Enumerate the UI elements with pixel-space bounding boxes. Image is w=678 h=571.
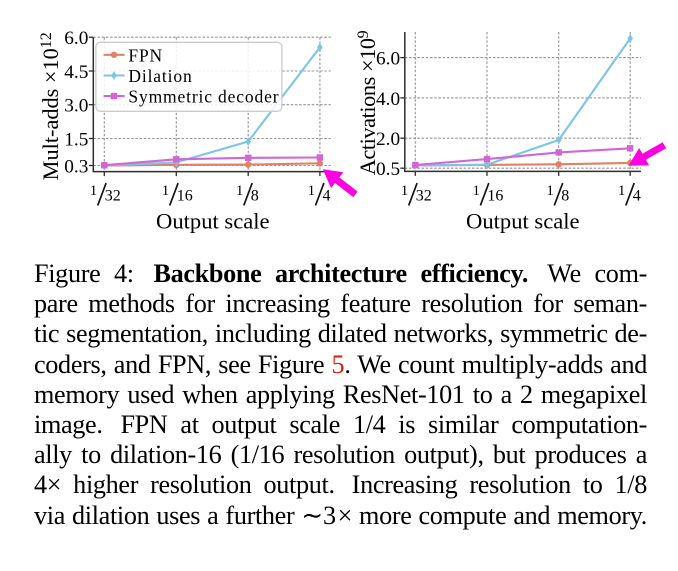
svg-text:1: 1 [90, 183, 98, 199]
svg-text:FPN: FPN [128, 45, 163, 65]
svg-text:1: 1 [308, 183, 316, 199]
svg-text:16: 16 [487, 187, 503, 204]
svg-text:Symmetric decoder: Symmetric decoder [128, 87, 279, 107]
svg-text:0.5: 0.5 [376, 159, 400, 180]
svg-text:Activations ×109: Activations ×109 [355, 30, 380, 175]
svg-text:1: 1 [401, 183, 409, 199]
svg-text:4: 4 [633, 187, 641, 204]
svg-text:1: 1 [546, 183, 554, 199]
svg-text:1: 1 [618, 183, 626, 199]
svg-text:4.5: 4.5 [64, 62, 88, 83]
svg-text:1.5: 1.5 [64, 130, 88, 151]
svg-text:6.0: 6.0 [376, 49, 400, 70]
svg-text:1: 1 [162, 183, 170, 199]
svg-text:32: 32 [105, 187, 121, 204]
svg-text:0.3: 0.3 [64, 157, 88, 178]
svg-text:4: 4 [323, 187, 331, 204]
svg-text:Output scale: Output scale [156, 209, 270, 234]
svg-text:1: 1 [236, 183, 244, 199]
svg-text:8: 8 [251, 187, 259, 204]
svg-text:4.0: 4.0 [376, 89, 400, 110]
svg-text:Dilation: Dilation [128, 66, 192, 86]
svg-text:16: 16 [177, 187, 193, 204]
svg-text:8: 8 [561, 187, 569, 204]
svg-text:6.0: 6.0 [64, 28, 88, 49]
svg-text:1: 1 [473, 183, 481, 199]
svg-text:Output scale: Output scale [466, 209, 580, 234]
svg-text:2.0: 2.0 [376, 129, 400, 150]
svg-text:32: 32 [416, 187, 432, 204]
svg-text:3.0: 3.0 [64, 96, 88, 117]
svg-text:Mult-adds ×1012: Mult-adds ×1012 [38, 32, 63, 180]
